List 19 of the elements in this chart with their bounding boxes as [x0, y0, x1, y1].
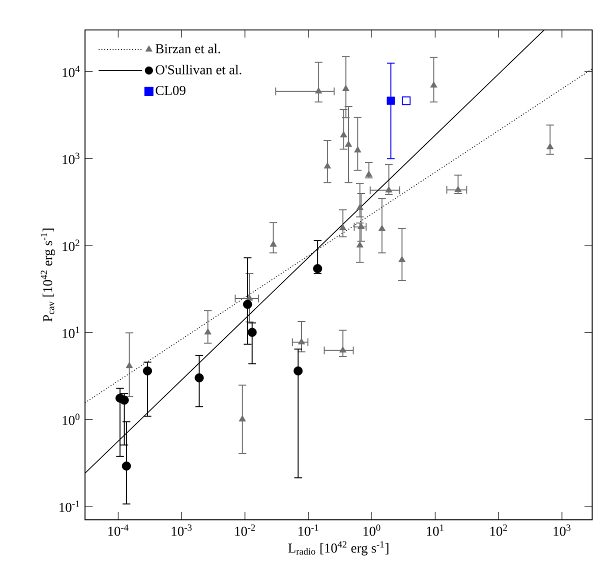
- x-tick-label: 10$^{-1}$: [298, 524, 318, 536]
- x-tick-label: 10$^{-3}$: [172, 524, 192, 536]
- x-tick-label: 10$^{1}$: [426, 524, 444, 536]
- x-tick-label: 10$^{3}$: [554, 524, 570, 536]
- x-tick-label: 10$^{-4}$: [108, 524, 128, 536]
- y-axis-title: P$_{cav}$ [10$^{42}$ erg s$^{-1}$]: [40, 228, 56, 322]
- x-tick-label: 10$^{-2}$: [235, 524, 255, 536]
- y-tick-label: 10$^{3}$: [62, 152, 80, 164]
- x-tick-label: 10$^{0}$: [364, 524, 380, 536]
- y-tick-label: 10$^{1}$: [62, 326, 80, 338]
- y-tick-label: 10$^{2}$: [62, 240, 80, 252]
- legend-label: Birzan et al.: [156, 44, 220, 54]
- x-axis-title: L$_{radio}$ [10$^{42}$ erg s$^{-1}$]: [288, 541, 388, 556]
- legend-label: O'Sullivan et al.: [156, 64, 242, 74]
- legend-label: CL09: [156, 86, 186, 95]
- y-tick-label: 10$^{4}$: [62, 66, 80, 78]
- x-tick-label: 10$^{2}$: [490, 524, 507, 536]
- y-tick-label: 10$^{-1}$: [60, 500, 80, 512]
- y-tick-label: 10$^{0}$: [62, 414, 80, 426]
